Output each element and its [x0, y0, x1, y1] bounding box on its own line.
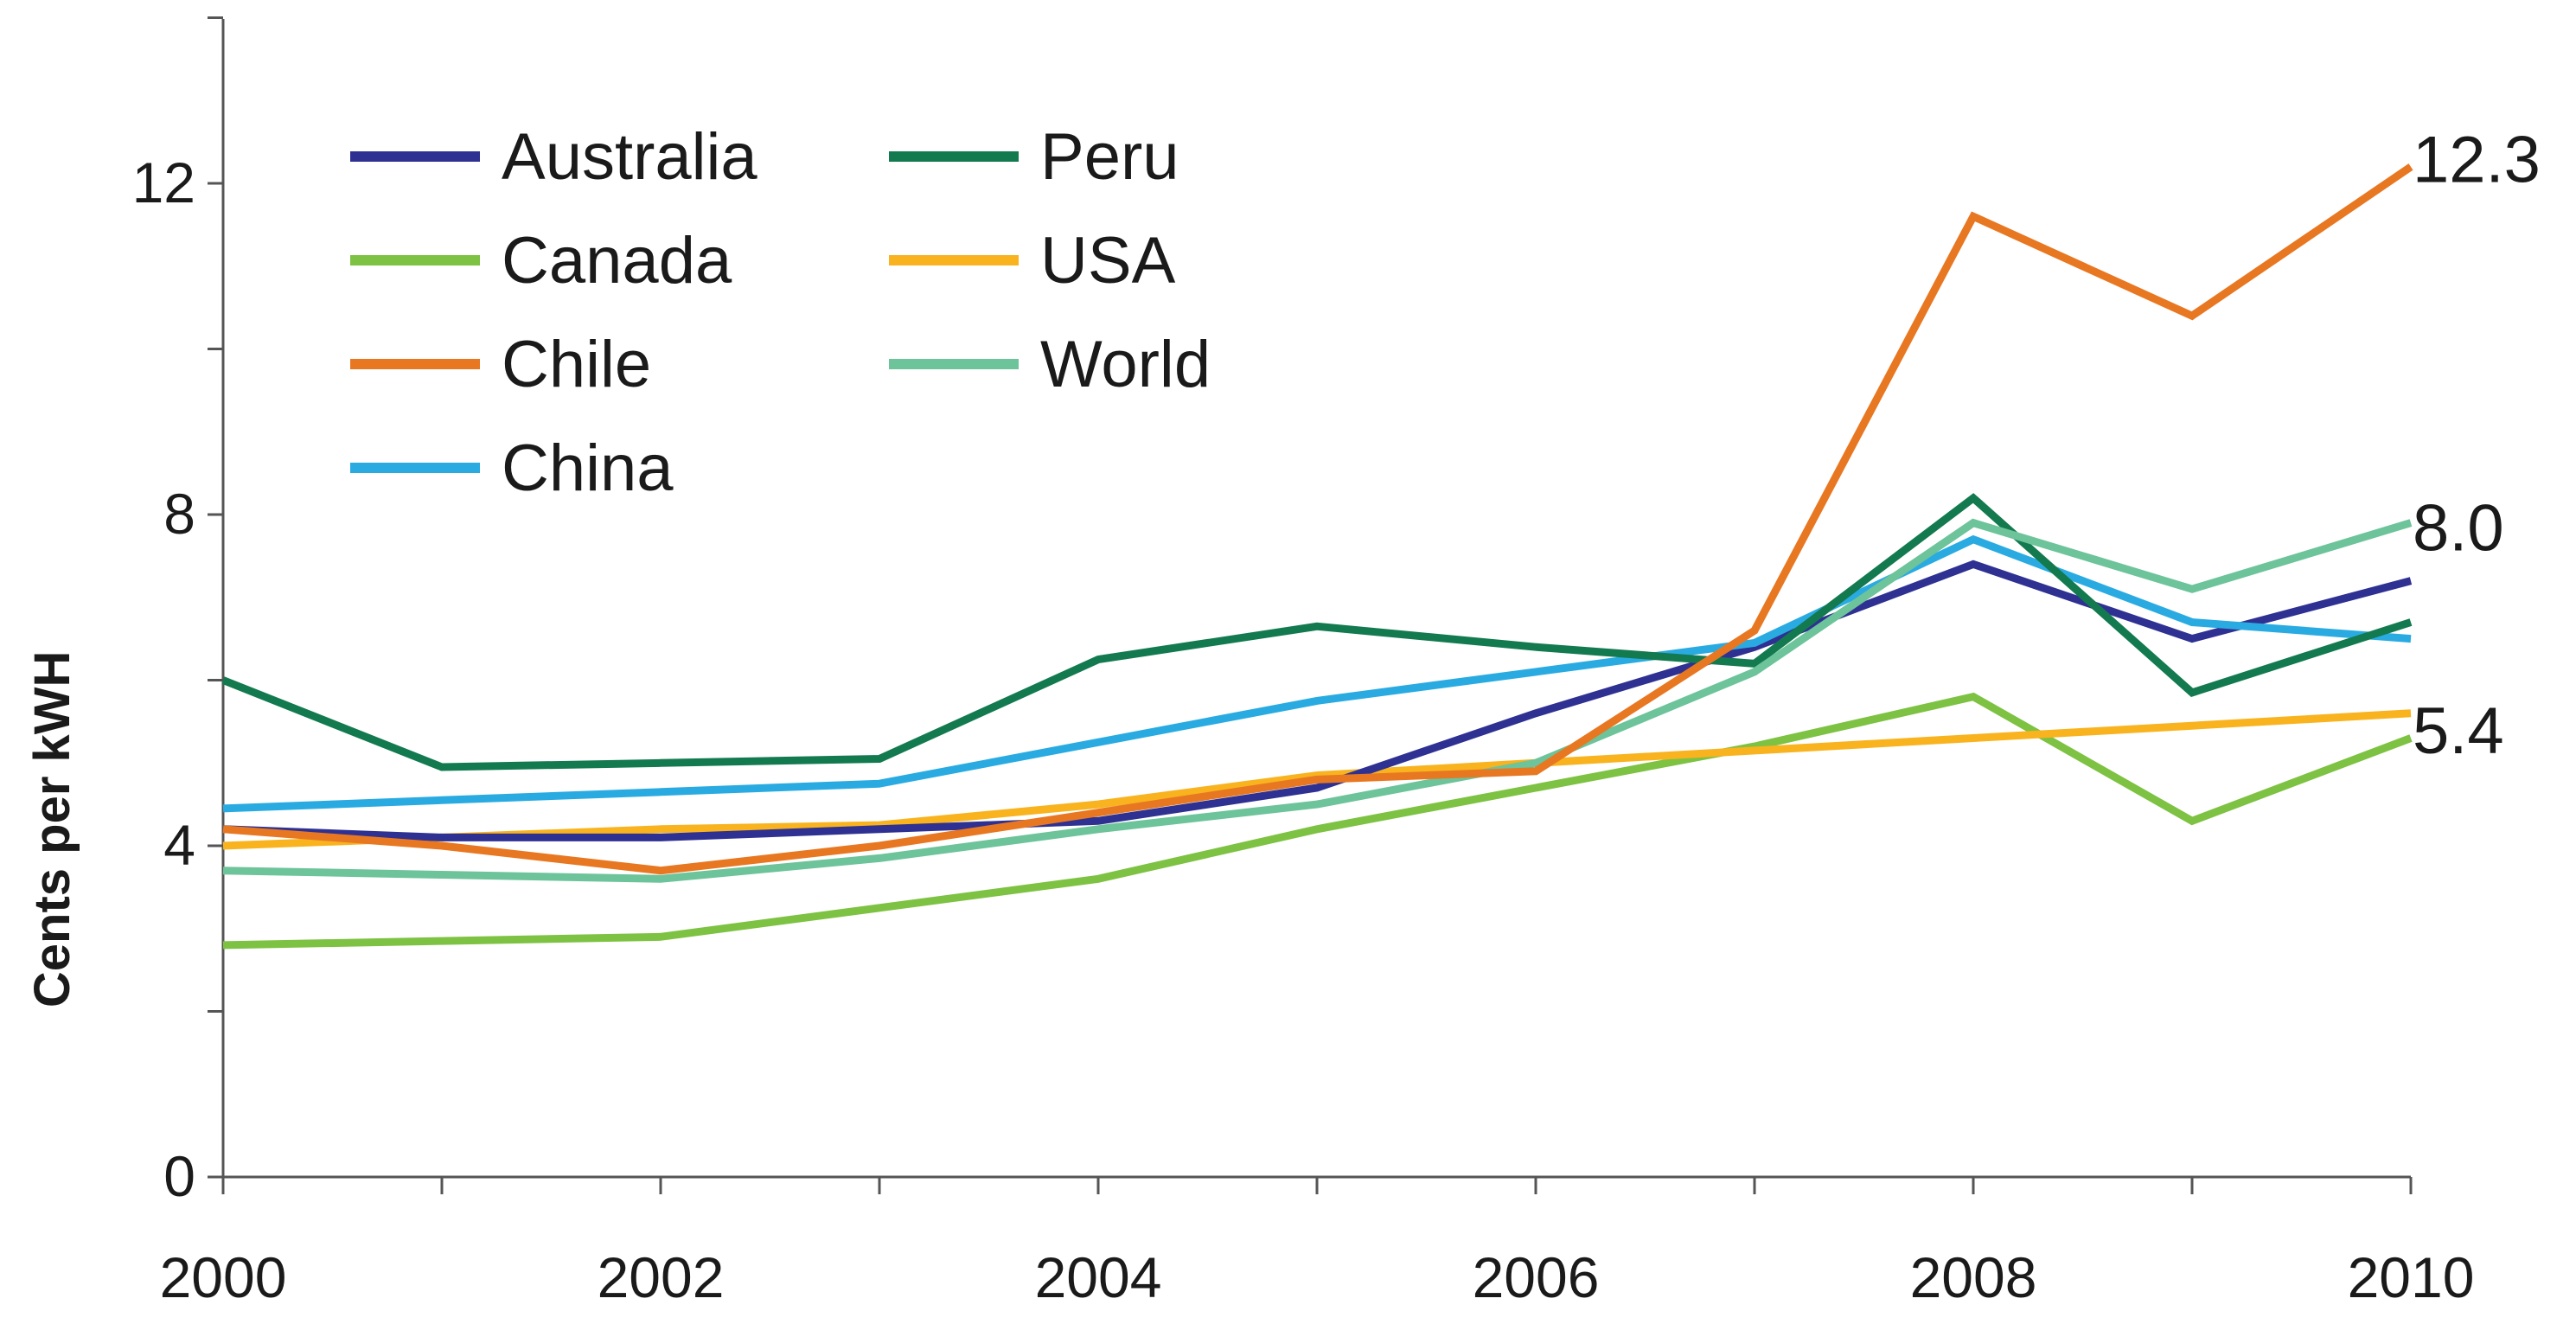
- series-line-world: [222, 518, 2413, 883]
- x-tick-label: 2004: [1035, 1245, 1162, 1309]
- y-axis-title: Cents per kWH: [24, 651, 80, 1008]
- end-value-label: 8.0: [2413, 491, 2504, 565]
- series-line-australia: [222, 560, 2413, 841]
- end-value-label: 12.3: [2413, 123, 2541, 196]
- y-tick-label: 8: [163, 482, 195, 546]
- x-tick-label: 2010: [2348, 1245, 2475, 1309]
- legend-label-peru: Peru: [1040, 120, 1179, 194]
- legend-label-china: China: [502, 432, 674, 505]
- y-tick-label: 0: [163, 1144, 195, 1208]
- legend-label-australia: Australia: [502, 120, 757, 194]
- end-annotations: 12.3 8.0 5.4: [2413, 123, 2541, 768]
- series-line-usa: [222, 709, 2412, 850]
- series-line-peru: [221, 493, 2413, 771]
- legend-label-canada: Canada: [502, 224, 732, 297]
- x-tick-label: 2002: [598, 1245, 725, 1309]
- x-tick-label: 2006: [1473, 1245, 1600, 1309]
- end-value-label: 5.4: [2413, 694, 2504, 768]
- axes: 0 4 8 12 2000 2002 2004 2006 2008 2010 Cents per k…: [24, 16, 2475, 1309]
- series-line-canada: [222, 692, 2413, 950]
- x-tick-label: 2000: [160, 1245, 287, 1309]
- legend-label-usa: USA: [1040, 224, 1176, 297]
- series-line-chile: [222, 163, 2413, 875]
- legend-label-world: World: [1040, 328, 1211, 401]
- y-tick-label: 12: [132, 150, 195, 214]
- x-tick-label: 2008: [1910, 1245, 2037, 1309]
- legend-label-chile: Chile: [502, 328, 651, 401]
- series-lines: [221, 163, 2413, 950]
- legend: Australia Canada Chile China Peru USA World: [350, 120, 1211, 505]
- y-tick-label: 4: [163, 813, 195, 877]
